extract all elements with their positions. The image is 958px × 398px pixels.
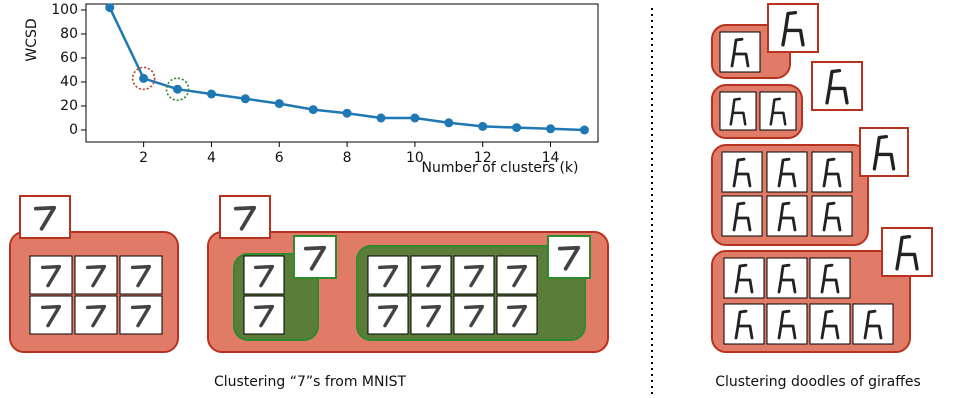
y-tick-label: 60 (60, 50, 78, 66)
image-box (454, 256, 494, 294)
image-box (767, 304, 807, 344)
point (376, 114, 385, 123)
image-box (853, 304, 893, 344)
image-box (497, 296, 537, 334)
image-box (767, 258, 807, 298)
point (478, 122, 487, 131)
image-box (75, 256, 117, 294)
image-box (244, 296, 284, 334)
point (275, 99, 284, 108)
image-box (548, 236, 590, 278)
point (309, 105, 318, 114)
point (580, 126, 589, 135)
point (410, 114, 419, 123)
image-box (720, 32, 760, 72)
caption: Clustering “7”s from MNIST (214, 374, 407, 390)
y-tick-label: 0 (69, 122, 78, 138)
image-box (812, 196, 852, 236)
image-box (860, 128, 908, 176)
image-box (720, 92, 756, 130)
x-tick-label: 14 (542, 150, 560, 166)
image-box (497, 256, 537, 294)
point (546, 124, 555, 133)
image-box (767, 196, 807, 236)
image-box (411, 296, 451, 334)
image-box (20, 196, 70, 238)
image-box (724, 304, 764, 344)
point (105, 3, 114, 12)
image-box (454, 296, 494, 334)
point (139, 74, 148, 83)
image-box (120, 256, 162, 294)
image-box (244, 256, 284, 294)
y-tick-label: 40 (60, 74, 78, 90)
image-box (812, 62, 862, 110)
point (207, 90, 216, 99)
image-box (882, 228, 932, 276)
x-tick-label: 4 (207, 150, 216, 166)
point (241, 94, 250, 103)
image-box (810, 258, 850, 298)
y-tick-label: 100 (51, 2, 78, 18)
figure: Number of clusters (k) WCSD Clustering “… (0, 0, 958, 398)
page: {"chart_data": {"type": "line", "x": [1,… (0, 0, 958, 398)
x-tick-label: 8 (343, 150, 352, 166)
image-box (768, 4, 818, 52)
image-box (120, 296, 162, 334)
image-box (30, 296, 72, 334)
image-box (411, 256, 451, 294)
image-box (368, 256, 408, 294)
plot-frame (86, 4, 598, 142)
y-tick-label: 20 (60, 98, 78, 114)
point (512, 123, 521, 132)
x-tick-label: 10 (406, 150, 424, 166)
image-box (30, 256, 72, 294)
point (343, 109, 352, 118)
point (444, 118, 453, 127)
image-box (724, 258, 764, 298)
image-box (812, 152, 852, 192)
x-tick-label: 2 (139, 150, 148, 166)
image-box (722, 152, 762, 192)
image-box (294, 236, 336, 278)
x-tick-label: 6 (275, 150, 284, 166)
image-box (767, 152, 807, 192)
caption: Clustering doodles of giraffes (715, 374, 921, 390)
image-box (368, 296, 408, 334)
image-box (760, 92, 796, 130)
y-tick-label: 80 (60, 26, 78, 42)
x-tick-label: 12 (474, 150, 492, 166)
image-box (75, 296, 117, 334)
image-box (220, 196, 270, 238)
image-box (722, 196, 762, 236)
point (173, 85, 182, 94)
y-axis-label: WCSD (24, 18, 40, 61)
image-box (810, 304, 850, 344)
illustrations (10, 4, 932, 352)
